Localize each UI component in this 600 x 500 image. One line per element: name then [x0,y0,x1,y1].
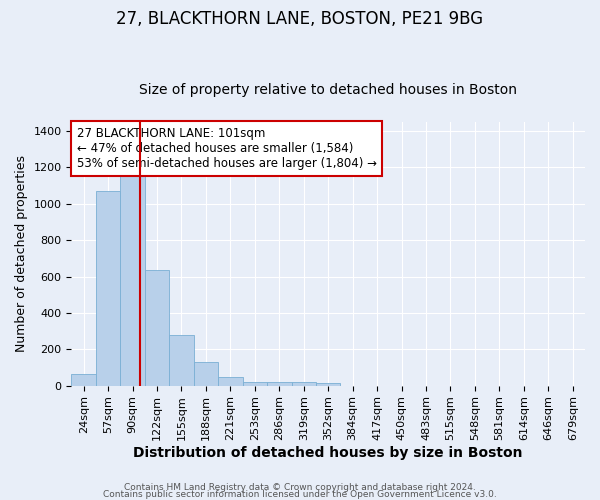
Bar [218,377,242,386]
Y-axis label: Number of detached properties: Number of detached properties [15,155,28,352]
Text: 27 BLACKTHORN LANE: 101sqm
← 47% of detached houses are smaller (1,584)
53% of s: 27 BLACKTHORN LANE: 101sqm ← 47% of deta… [77,127,377,170]
Bar [242,382,267,386]
Bar [96,191,121,386]
Bar [316,383,340,386]
Text: 27, BLACKTHORN LANE, BOSTON, PE21 9BG: 27, BLACKTHORN LANE, BOSTON, PE21 9BG [116,10,484,28]
Bar [169,335,194,386]
Title: Size of property relative to detached houses in Boston: Size of property relative to detached ho… [139,83,517,97]
Bar [71,374,96,386]
Text: Contains HM Land Registry data © Crown copyright and database right 2024.: Contains HM Land Registry data © Crown c… [124,484,476,492]
Bar [292,382,316,386]
Text: Contains public sector information licensed under the Open Government Licence v3: Contains public sector information licen… [103,490,497,499]
Bar [145,270,169,386]
Bar [194,362,218,386]
X-axis label: Distribution of detached houses by size in Boston: Distribution of detached houses by size … [133,446,523,460]
Bar [121,174,145,386]
Bar [267,382,292,386]
